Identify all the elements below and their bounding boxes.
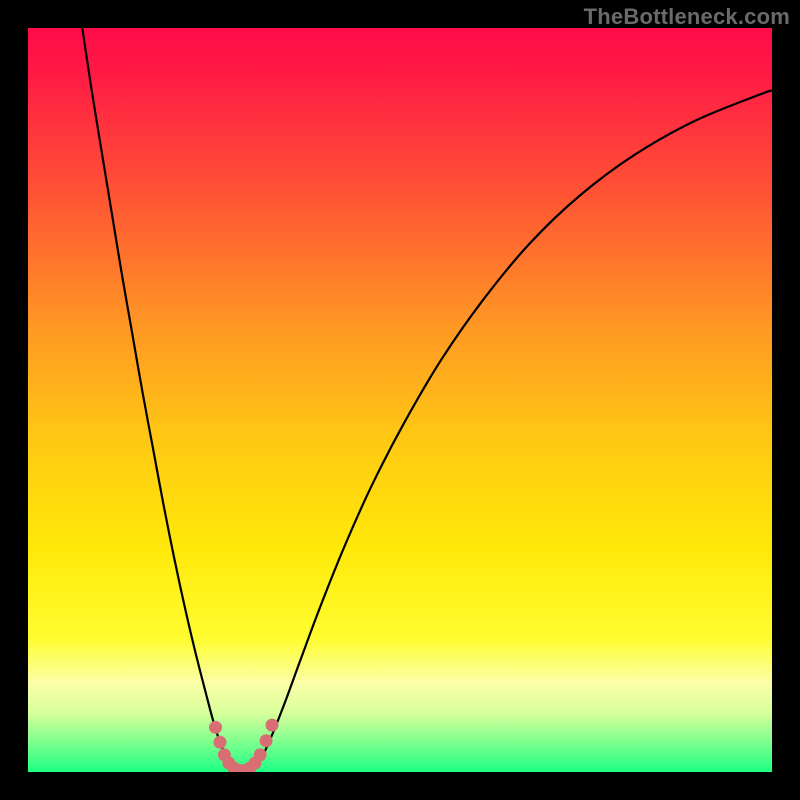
highlight-marker — [260, 734, 273, 747]
highlight-marker — [254, 748, 267, 761]
watermark-text: TheBottleneck.com — [584, 4, 790, 30]
chart-stage: TheBottleneck.com — [0, 0, 800, 800]
highlight-marker — [209, 721, 222, 734]
highlight-marker — [213, 736, 226, 749]
bottleneck-chart — [0, 0, 800, 800]
highlight-marker — [266, 719, 279, 732]
